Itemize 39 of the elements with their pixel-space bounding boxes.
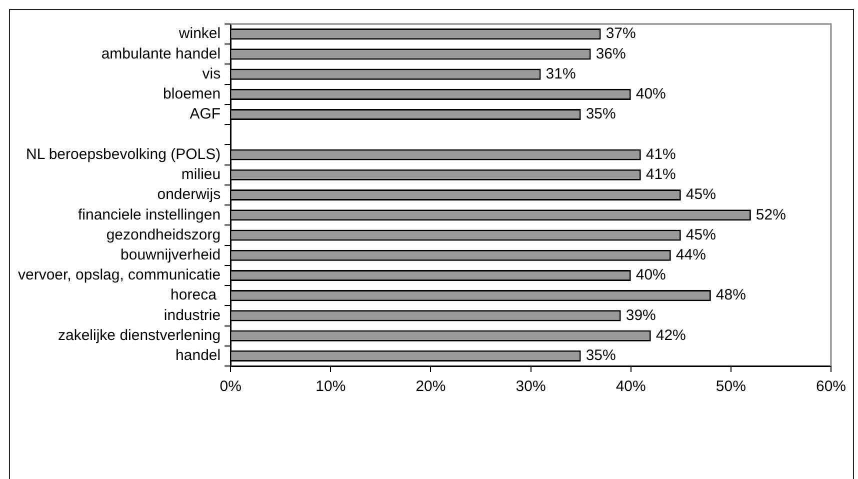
x-tick-label: 30% <box>516 378 546 396</box>
data-label: 44% <box>676 246 706 264</box>
y-tick-label: horeca <box>170 286 221 304</box>
data-label: 40% <box>636 266 666 284</box>
y-tick-label: bloemen <box>163 86 221 103</box>
y-tick-label: winkel <box>178 25 221 42</box>
data-label: 45% <box>686 226 716 244</box>
data-label: 37% <box>606 25 636 42</box>
x-tick-label: 0% <box>220 378 242 396</box>
data-label: 41% <box>646 166 676 184</box>
data-label: 40% <box>636 86 666 103</box>
data-label: 48% <box>716 286 746 304</box>
data-label: 36% <box>596 45 626 62</box>
x-tick-label: 40% <box>616 378 646 396</box>
data-label: 31% <box>546 65 576 82</box>
y-tick-label: industrie <box>164 306 221 324</box>
y-tick-label: gezondheidszorg <box>106 226 221 244</box>
y-tick-label: ambulante handel <box>101 45 221 62</box>
x-tick-label: 60% <box>816 378 846 396</box>
y-tick-label: financiele instellingen <box>78 206 221 224</box>
x-tick-label: 20% <box>416 378 446 396</box>
data-label: 35% <box>586 347 616 364</box>
x-tick-label: 10% <box>316 378 346 396</box>
y-tick-label: AGF <box>190 106 221 123</box>
y-tick-label: bouwnijverheid <box>120 246 221 264</box>
data-label: 52% <box>756 206 786 224</box>
data-label: 39% <box>626 306 656 324</box>
data-label: 45% <box>686 186 716 204</box>
y-tick-label: NL beroepsbevolking (POLS) <box>26 146 221 163</box>
y-tick-label: milieu <box>181 166 221 184</box>
data-label: 42% <box>656 326 686 344</box>
data-label: 41% <box>646 146 676 163</box>
data-label: 35% <box>586 106 616 123</box>
x-tick-label: 50% <box>716 378 746 396</box>
y-tick-label: zakelijke dienstverlening <box>58 326 221 344</box>
y-tick-label: onderwijs <box>157 186 221 204</box>
y-tick-label: handel <box>176 347 221 364</box>
y-tick-label: vervoer, opslag, communicatie <box>18 266 221 284</box>
y-tick-label: vis <box>202 65 221 82</box>
